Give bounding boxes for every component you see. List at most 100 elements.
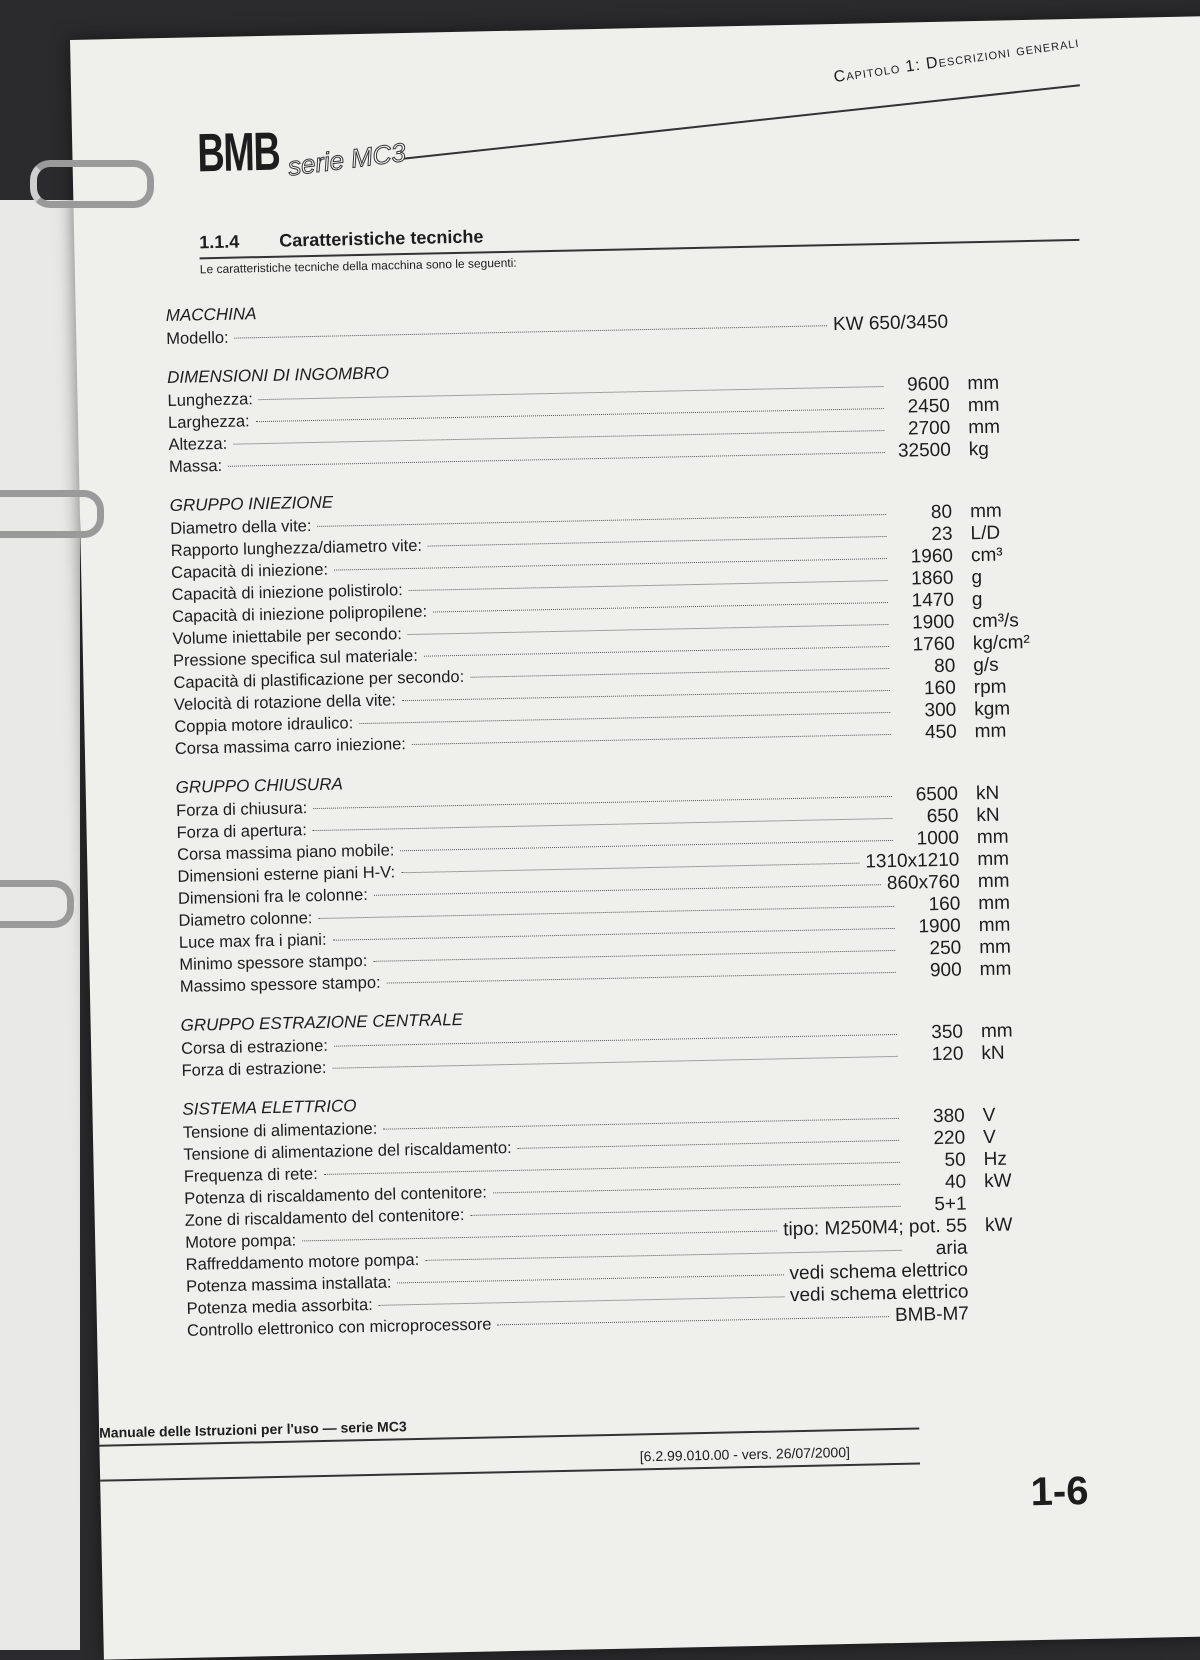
spec-unit [969,1295,1067,1297]
spec-label: Forza di chiusura: [175,799,308,820]
leader-dots [470,1205,901,1216]
spec-unit: kW [984,1214,1013,1237]
footer-manual: Manuale delle Istruzioni per l'uso — ser… [99,1418,407,1441]
spec-label: Lunghezza: [167,390,254,411]
spec-unit: Hz [983,1148,1008,1171]
spec-group: SISTEMA ELETTRICO Tensione di alimentazio… [182,1081,1067,1341]
spec-unit [969,1317,1067,1319]
spec-value: 860x760 [886,871,961,895]
leader-dots [427,536,887,547]
binder-ring [0,490,104,538]
spec-group: MACCHINA Modello: KW 650/3450 [166,288,1047,350]
spec-value: 50 [944,1149,966,1171]
spec-unit: g/s [973,654,999,677]
spec-unit: mm [977,848,1010,871]
spec-value: 350 [931,1021,964,1044]
leader-dots [373,884,881,896]
spec-label: Modello: [166,328,229,349]
spec-unit: kgm [974,698,1011,721]
spec-value: 1900 [918,915,961,938]
spec-label: Altezza: [168,434,228,455]
spec-value: 160 [928,893,961,916]
leader-dots [400,839,893,852]
spec-unit: mm [979,958,1012,981]
spec-value: 120 [931,1043,964,1066]
spec-label: Corsa massima carro iniezione: [174,735,407,758]
spec-value: 900 [929,959,962,982]
spec-unit: L/D [970,522,1001,545]
spec-unit: rpm [973,676,1007,699]
leader-dots [318,905,895,919]
spec-group: GRUPPO INIEZIONE Diametro della vite: 80 mm… [170,478,1055,760]
spec-unit: kN [976,804,1000,827]
spec-value: 80 [930,501,953,524]
spec-unit: mm [978,936,1012,959]
spec-unit [968,1251,1066,1253]
leader-dots [334,558,888,571]
spec-value: 32500 [897,439,952,462]
leader-dots [517,1139,900,1149]
leader-dots [401,689,890,702]
spec-value: 23 [931,523,953,546]
footer-version: [6.2.99.010.00 - vers. 26/07/2000] [639,1443,851,1465]
spec-value: 160 [923,677,956,700]
spec-unit: mm [967,394,1000,417]
spec-value: 40 [944,1171,967,1193]
leader-dots [397,1274,784,1284]
spec-unit [948,326,1046,328]
spec-unit: kg [968,438,990,461]
spec-label: Massimo spessore stampo: [179,973,381,996]
spec-label: Diametro colonne: [178,909,313,930]
spec-label: Motore pompa: [185,1231,297,1252]
spec-group: GRUPPO ESTRAZIONE CENTRALE Corsa di estra… [180,997,1061,1081]
spec-group: GRUPPO CHIUSURA Forza di chiusura: 6500 kN F… [175,760,1059,998]
spec-value: 6500 [915,783,959,806]
spec-value: 650 [926,805,959,828]
leader-dots [411,733,891,745]
leader-dots [497,1316,890,1326]
spec-unit: kN [975,782,1000,805]
spec-value: 5+1 [934,1193,967,1216]
leader-dots [407,623,889,636]
leader-dots [228,452,885,467]
spec-unit: mm [978,892,1011,915]
spec-value: BMB-M7 [894,1303,970,1327]
spec-label: Luce max fra i piani: [178,930,327,952]
leader-dots [470,667,890,678]
spec-unit: g [971,589,983,611]
spec-unit: mm [977,870,1010,893]
leader-dots [386,971,896,984]
leader-dots [423,645,889,657]
leader-dots [378,1296,785,1306]
spec-value: 1860 [910,567,954,590]
leader-dots [425,1249,902,1261]
spec-unit: kg/cm² [972,632,1031,655]
spec-unit: mm [978,914,1011,937]
series-logo: serie MC3 [286,136,408,182]
spec-unit: mm [980,1020,1013,1043]
page-number: 1-6 [1030,1468,1089,1515]
leader-dots [373,949,896,962]
spec-value: 1000 [916,827,960,850]
spec-value: 2450 [907,395,951,418]
spec-unit: mm [968,416,1001,439]
spec-label: Larghezza: [167,412,250,433]
spec-unit: g [971,567,983,589]
leader-dots [313,795,893,810]
spec-unit: kW [983,1170,1012,1193]
spec-list: MACCHINA Modello: KW 650/3450 DIMENSIONI DI… [165,270,1067,1342]
section-title: 1.1.4 Caratteristiche tecniche [199,226,484,253]
spec-value: 300 [924,699,957,722]
spec-value: 2700 [907,417,951,440]
spec-label: Forza di apertura: [176,821,308,842]
leader-dots [492,1183,901,1194]
bmb-logo: BMB [196,121,280,184]
spec-label: Corsa di estrazione: [180,1036,329,1058]
spec-unit: mm [967,372,1000,395]
spec-unit [967,1207,1065,1209]
leader-dots [323,1161,900,1175]
binder-ring [0,880,74,928]
spec-unit: cm³/s [972,610,1020,633]
leader-dots [332,927,895,941]
leader-dots [408,579,888,592]
